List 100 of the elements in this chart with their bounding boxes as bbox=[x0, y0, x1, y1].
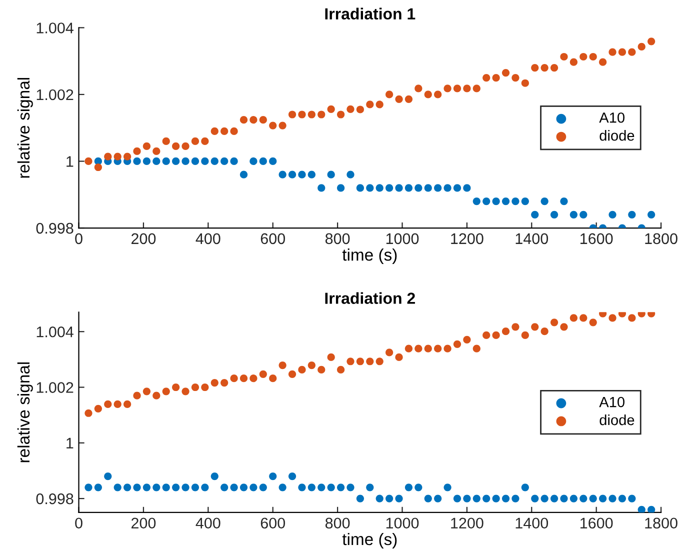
point bbox=[386, 90, 394, 98]
point bbox=[395, 95, 403, 103]
point bbox=[278, 361, 286, 370]
point bbox=[201, 484, 209, 492]
x-tick-label: 1800 bbox=[645, 233, 678, 244]
point bbox=[133, 484, 141, 492]
point bbox=[608, 210, 616, 218]
point bbox=[580, 494, 588, 502]
point bbox=[463, 184, 471, 192]
point bbox=[94, 163, 102, 172]
point bbox=[395, 353, 403, 362]
point bbox=[395, 184, 403, 192]
point bbox=[230, 127, 238, 135]
point bbox=[512, 74, 520, 82]
point bbox=[133, 157, 141, 166]
point bbox=[492, 74, 500, 82]
point bbox=[540, 328, 548, 336]
point bbox=[152, 484, 160, 492]
point bbox=[414, 484, 422, 492]
point bbox=[298, 366, 306, 374]
point bbox=[638, 42, 646, 51]
point bbox=[444, 184, 452, 192]
point bbox=[298, 484, 306, 492]
point bbox=[434, 184, 442, 192]
point bbox=[472, 494, 480, 502]
point bbox=[114, 400, 122, 408]
point bbox=[123, 484, 132, 492]
y-tick-label: 1.004 bbox=[36, 326, 74, 338]
point bbox=[182, 388, 190, 396]
point bbox=[356, 494, 364, 502]
point bbox=[521, 331, 529, 340]
point bbox=[318, 366, 326, 374]
point bbox=[133, 147, 141, 156]
point bbox=[608, 314, 616, 322]
point bbox=[356, 358, 364, 366]
point bbox=[560, 198, 568, 206]
point bbox=[240, 484, 248, 492]
point bbox=[502, 68, 510, 77]
point bbox=[201, 157, 209, 166]
x-tick-label: 1000 bbox=[386, 233, 419, 244]
point bbox=[152, 147, 160, 156]
point bbox=[540, 494, 548, 502]
x-tick-label: 1600 bbox=[580, 233, 613, 244]
x-tick-label: 1800 bbox=[645, 518, 678, 529]
point bbox=[434, 90, 442, 98]
point bbox=[453, 84, 462, 92]
point bbox=[172, 484, 180, 492]
point bbox=[560, 52, 568, 61]
point bbox=[512, 494, 520, 502]
point bbox=[191, 157, 200, 166]
y-tick-label: 0.998 bbox=[36, 222, 74, 234]
point bbox=[288, 370, 296, 378]
point bbox=[608, 494, 616, 502]
point bbox=[269, 374, 277, 382]
point bbox=[152, 392, 160, 400]
point bbox=[521, 79, 529, 87]
point bbox=[424, 184, 432, 192]
point bbox=[191, 137, 200, 146]
point bbox=[472, 198, 480, 206]
point bbox=[84, 484, 92, 492]
point bbox=[608, 48, 616, 56]
point bbox=[259, 370, 267, 378]
point bbox=[463, 84, 471, 92]
x-tick-label: 1400 bbox=[516, 233, 548, 244]
point bbox=[531, 210, 539, 218]
chart-title: Irradiation 2 bbox=[325, 292, 415, 304]
point bbox=[453, 184, 462, 192]
x-tick-label: 0 bbox=[75, 233, 82, 244]
point bbox=[162, 388, 170, 396]
point bbox=[142, 484, 151, 492]
point bbox=[278, 170, 286, 178]
point bbox=[366, 184, 374, 192]
x-tick-label: 400 bbox=[196, 233, 220, 244]
point bbox=[424, 344, 432, 352]
point bbox=[104, 152, 112, 160]
y-tick-label: 1.002 bbox=[36, 382, 74, 393]
legend-label: diode bbox=[600, 130, 634, 141]
point bbox=[521, 198, 529, 206]
point bbox=[376, 100, 384, 108]
point bbox=[356, 184, 364, 192]
point bbox=[230, 157, 238, 166]
legend-label: A10 bbox=[599, 112, 624, 123]
point bbox=[240, 170, 248, 178]
point bbox=[259, 157, 267, 166]
point bbox=[502, 328, 510, 336]
point bbox=[404, 95, 413, 103]
chart-title: Irradiation 1 bbox=[325, 8, 416, 20]
x-tick-label: 1600 bbox=[580, 518, 613, 529]
point bbox=[648, 210, 656, 218]
point bbox=[346, 170, 354, 178]
x-tick-label: 0 bbox=[75, 518, 82, 529]
point bbox=[414, 344, 422, 352]
point bbox=[182, 484, 190, 492]
point bbox=[172, 383, 180, 392]
point bbox=[550, 318, 558, 326]
point bbox=[210, 127, 218, 135]
point bbox=[618, 48, 626, 56]
point bbox=[424, 90, 432, 98]
point bbox=[114, 152, 122, 160]
point bbox=[482, 331, 490, 340]
